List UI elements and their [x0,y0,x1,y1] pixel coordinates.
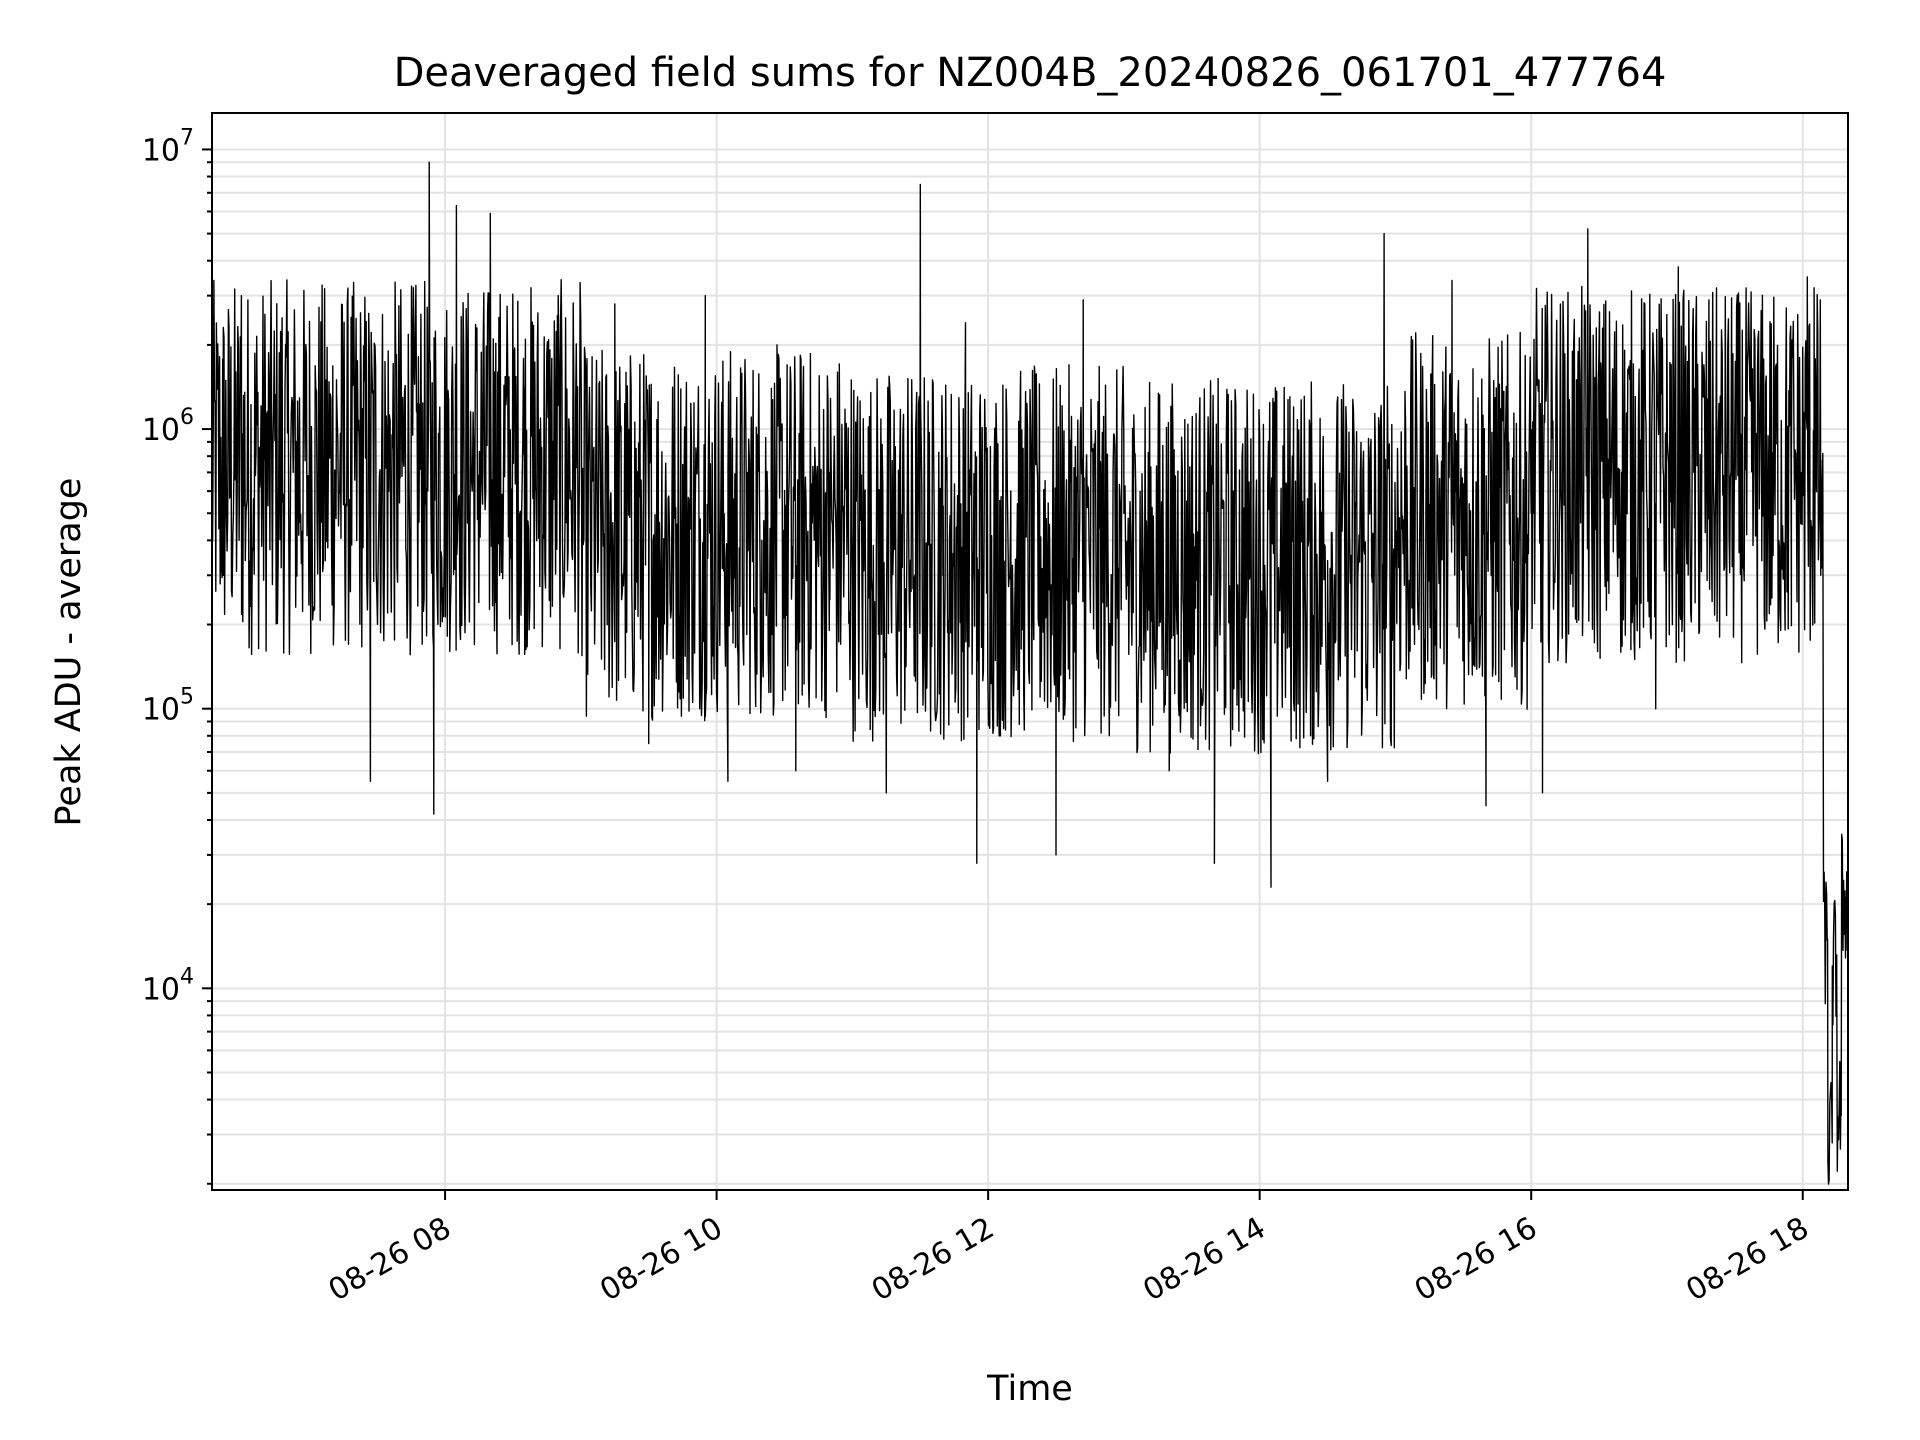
y-axis-label: Peak ADU - average [49,478,89,827]
y-tick-label: 104 [142,964,194,1007]
series-line [211,161,1849,1185]
x-axis-label: Time [986,1369,1073,1409]
chart-title: Deaveraged field sums for NZ004B_2024082… [394,50,1667,96]
y-tick-label: 106 [142,405,194,448]
plot-area-frame [211,112,1849,1191]
y-tick-label: 107 [142,125,194,168]
y-tick-label: 105 [142,685,194,728]
data-series [211,161,1849,1185]
